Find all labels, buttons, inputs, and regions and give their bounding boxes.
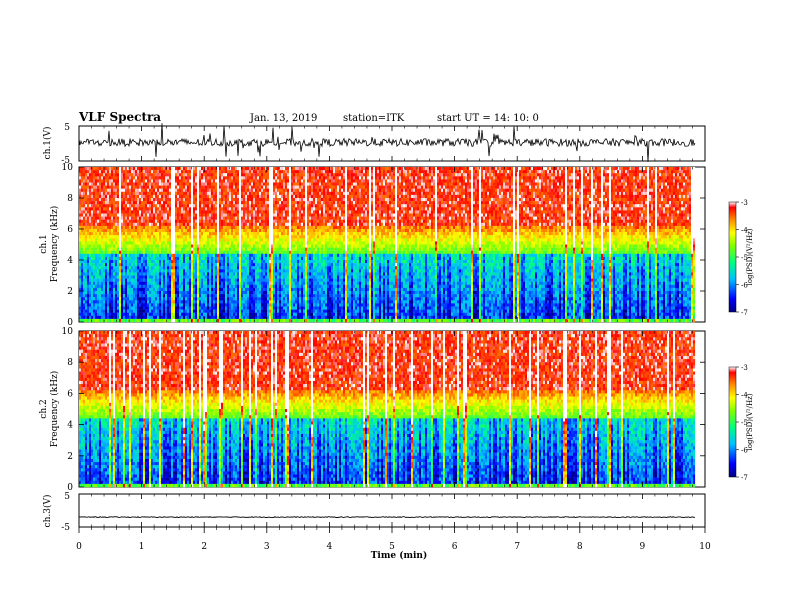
- ch1-spec-ylabel-freq: Frequency (kHz): [49, 206, 60, 283]
- ch2-colorbar: [729, 367, 736, 477]
- x-tick-label: 3: [264, 542, 270, 552]
- y-tick-label: 10: [62, 327, 74, 337]
- colorbar-tick-label: -7: [741, 474, 748, 482]
- ch1-ylabel: ch.1(V): [42, 127, 53, 160]
- ch1-colorbar-label: log(PSD)(V²/Hz): [746, 228, 754, 285]
- y-tick-label: 4: [67, 421, 73, 431]
- colorbar-tick-label: -7: [741, 309, 748, 317]
- ch3-ylabel: ch.3(V): [42, 495, 53, 528]
- y-tick-label: 10: [62, 163, 74, 173]
- ch2-spectrogram: [79, 331, 695, 487]
- ch1-spec-ylabel-ch: ch.1: [39, 234, 49, 253]
- x-tick-label: 8: [577, 542, 583, 552]
- x-tick-label: 2: [201, 542, 207, 552]
- x-tick-label: 4: [327, 542, 333, 552]
- x-tick-label: 0: [76, 542, 82, 552]
- ch3-ytick-5: 5: [64, 492, 70, 502]
- y-tick-label: 8: [67, 194, 73, 204]
- y-tick-label: 6: [67, 389, 73, 399]
- x-axis-label: Time (min): [371, 550, 428, 561]
- colorbar-tick-label: -3: [741, 364, 748, 372]
- ch1-ytick-5: 5: [64, 123, 70, 133]
- y-tick-label: 6: [67, 225, 73, 235]
- ch2-spec-ylabel-freq: Frequency (kHz): [49, 371, 60, 448]
- x-tick-label: 1: [139, 542, 145, 552]
- ch2-spec-ylabel-ch: ch.2: [39, 399, 49, 418]
- x-tick-label: 7: [514, 542, 520, 552]
- y-tick-label: 2: [67, 452, 73, 462]
- ch1-spectrogram: [79, 167, 695, 322]
- x-tick-label: 9: [640, 542, 646, 552]
- y-tick-label: 4: [67, 256, 73, 266]
- ch1-colorbar: [729, 202, 736, 312]
- ch3-ytick-minus5: -5: [61, 523, 70, 533]
- x-tick-label: 6: [452, 542, 458, 552]
- ch2-colorbar-label: log(PSD)(V²/Hz): [746, 393, 754, 450]
- x-tick-label: 10: [699, 542, 711, 552]
- colorbar-tick-label: -3: [741, 199, 748, 207]
- y-tick-label: 2: [67, 287, 73, 297]
- y-tick-label: 8: [67, 358, 73, 368]
